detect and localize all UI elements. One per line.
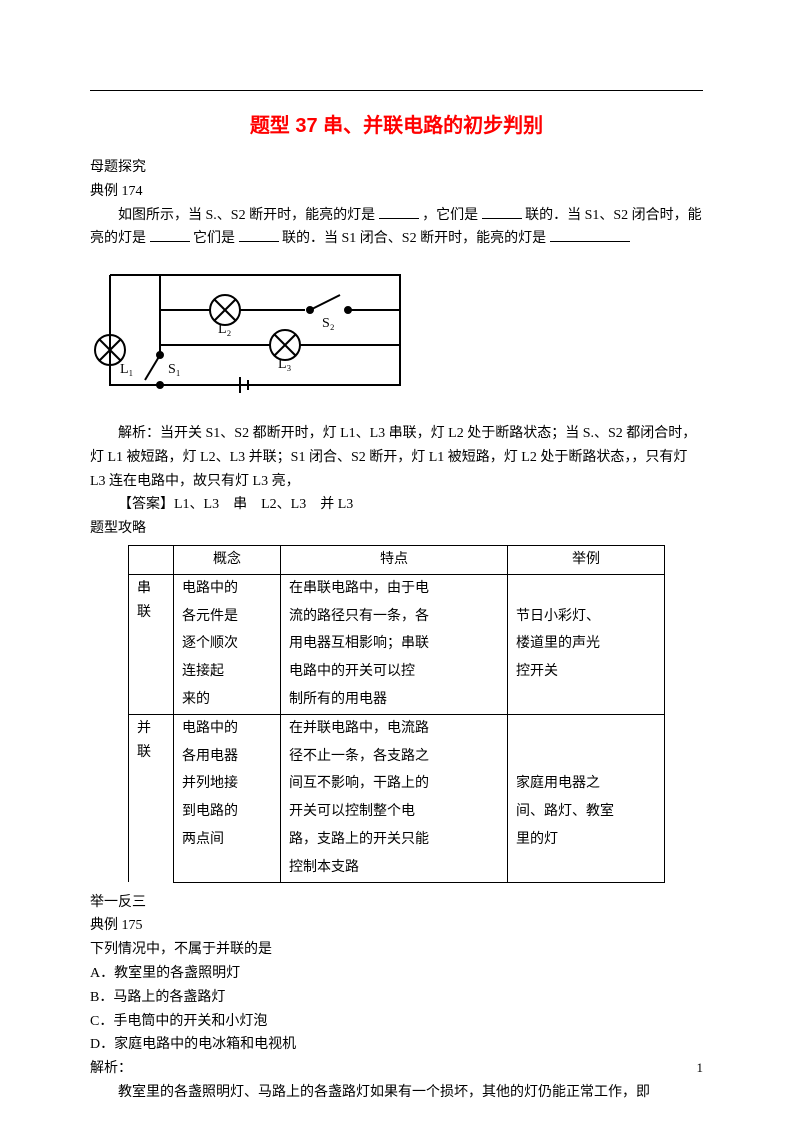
q175-option-b: B．马路上的各盏路灯 [90, 986, 703, 1010]
section-parent-heading: 母题探究 [90, 156, 703, 180]
answer-label: 【答案】 [118, 497, 174, 512]
blank-5[interactable] [550, 227, 630, 242]
row1-example-l1: 家庭用电器之 [508, 770, 665, 798]
q174-part4: 它们是 [193, 231, 235, 246]
row0-concept-l5: 来的 [174, 686, 281, 714]
row1-feature-l4: 开关可以控制整个电 [281, 798, 508, 826]
row0-concept-l3: 逐个顺次 [174, 630, 281, 658]
row1-concept-l5: 两点间 [174, 826, 281, 854]
row0-example-l2: 楼道里的声光 [508, 630, 665, 658]
row1-concept-l2: 各用电器 [174, 743, 281, 771]
th-feature: 特点 [281, 545, 508, 574]
example-175-label: 典例 175 [90, 914, 703, 938]
example-174-label: 典例 174 [90, 180, 703, 204]
row0-feature-l5: 制所有的用电器 [281, 686, 508, 714]
circuit-svg: L₁ L₂ L₃ S₁ S₂ [90, 255, 420, 405]
q175-option-c: C．手电筒中的开关和小灯泡 [90, 1010, 703, 1034]
body: 母题探究 典例 174 如图所示，当 S.、S2 断开时，能亮的灯是 ，它们是 … [90, 156, 703, 1105]
row1-concept-l4: 到电路的 [174, 798, 281, 826]
answer-text: L1、L3 串 L2、L3 并 L3 [174, 497, 353, 512]
th-example: 举例 [508, 545, 665, 574]
row0-feature-l3: 用电器互相影响；串联 [281, 630, 508, 658]
strategy-table: 概念 特点 举例 串联 电路中的 在串联电路中，由于电 各元件是 流的路径只有一… [128, 545, 665, 883]
question-174: 如图所示，当 S.、S2 断开时，能亮的灯是 ，它们是 联的．当 S1、S2 闭… [90, 204, 703, 252]
label-l3: L₃ [278, 357, 292, 372]
q174-part5: 联的．当 S1 闭合、S2 断开时，能亮的灯是 [282, 231, 546, 246]
row1-feature-l5: 路，支路上的开关只能 [281, 826, 508, 854]
page-title: 题型 37 串、并联电路的初步判别 [90, 109, 703, 138]
row0-example-l1: 节日小彩灯、 [508, 603, 665, 631]
blank-4[interactable] [239, 227, 279, 242]
th-name [129, 545, 174, 574]
q175-option-d: D．家庭电路中的电冰箱和电视机 [90, 1033, 703, 1057]
row0-name: 串联 [129, 575, 174, 714]
row1-concept-l1: 电路中的 [174, 715, 281, 743]
row0-concept-l2: 各元件是 [174, 603, 281, 631]
q175-stem: 下列情况中，不属于并联的是 [90, 938, 703, 962]
blank-3[interactable] [150, 227, 190, 242]
row0-concept-l4: 连接起 [174, 658, 281, 686]
row1-concept-l3: 并列地接 [174, 770, 281, 798]
th-concept: 概念 [174, 545, 281, 574]
label-s1: S₁ [168, 362, 181, 377]
blank-2[interactable] [482, 204, 522, 219]
row1-name: 并联 [129, 715, 174, 882]
page-number: 1 [697, 1060, 704, 1076]
q174-part1: 如图所示，当 S.、S2 断开时，能亮的灯是 [118, 208, 375, 223]
analysis-175-text: 教室里的各盏照明灯、马路上的各盏路灯如果有一个损坏，其他的灯仍能正常工作，即 [90, 1081, 703, 1105]
row1-example-l2: 间、路灯、教室 [508, 798, 665, 826]
circuit-diagram: L₁ L₂ L₃ S₁ S₂ [90, 255, 703, 414]
page: 题型 37 串、并联电路的初步判别 母题探究 典例 174 如图所示，当 S.、… [0, 0, 793, 1122]
strategy-heading: 题型攻略 [90, 517, 703, 541]
analysis-175-label: 解析： [90, 1057, 703, 1081]
q174-part2: ，它们是 [422, 208, 478, 223]
row0-example-l3: 控开关 [508, 658, 665, 686]
row0-concept-l1: 电路中的 [174, 575, 281, 603]
row1-feature-l3: 间互不影响，干路上的 [281, 770, 508, 798]
row1-feature-l2: 径不止一条，各支路之 [281, 743, 508, 771]
section-extend-heading: 举一反三 [90, 891, 703, 915]
row0-feature-l2: 流的路径只有一条，各 [281, 603, 508, 631]
q175-option-a: A．教室里的各盏照明灯 [90, 962, 703, 986]
row1-feature-l1: 在并联电路中，电流路 [281, 715, 508, 743]
blank-1[interactable] [379, 204, 419, 219]
row0-feature-l4: 电路中的开关可以控 [281, 658, 508, 686]
row1-example-l3: 里的灯 [508, 826, 665, 854]
answer-174: 【答案】L1、L3 串 L2、L3 并 L3 [90, 493, 703, 517]
row0-feature-l1: 在串联电路中，由于电 [281, 575, 508, 603]
label-s2: S₂ [322, 316, 335, 331]
label-l2: L₂ [218, 322, 232, 337]
analysis-174: 解析：当开关 S1、S2 都断开时，灯 L1、L3 串联，灯 L2 处于断路状态… [90, 422, 703, 493]
row1-feature-l6: 控制本支路 [281, 854, 508, 882]
label-l1: L₁ [120, 362, 133, 377]
rule-top [90, 90, 703, 91]
